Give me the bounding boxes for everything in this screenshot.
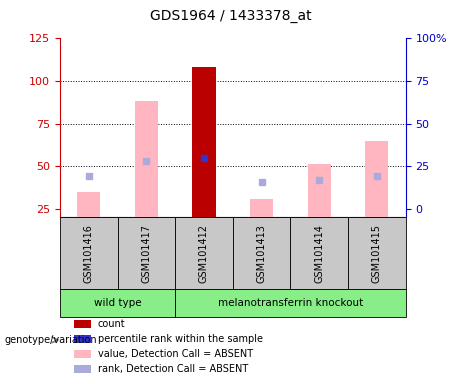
- Bar: [175, 289, 406, 317]
- Bar: [74, 320, 91, 328]
- Bar: [365, 141, 388, 217]
- Bar: [77, 192, 100, 217]
- Text: wild type: wild type: [94, 298, 142, 308]
- Bar: [60, 217, 118, 289]
- Bar: [74, 365, 91, 373]
- Bar: [250, 199, 273, 217]
- Text: value, Detection Call = ABSENT: value, Detection Call = ABSENT: [98, 349, 253, 359]
- Text: genotype/variation: genotype/variation: [5, 335, 97, 345]
- Bar: [308, 164, 331, 217]
- Text: GSM101414: GSM101414: [314, 223, 324, 283]
- Bar: [290, 217, 348, 289]
- Text: GSM101412: GSM101412: [199, 223, 209, 283]
- Text: GSM101413: GSM101413: [257, 223, 266, 283]
- Bar: [135, 101, 158, 217]
- Text: percentile rank within the sample: percentile rank within the sample: [98, 334, 263, 344]
- Bar: [233, 217, 290, 289]
- Text: melanotransferrin knockout: melanotransferrin knockout: [218, 298, 363, 308]
- Text: rank, Detection Call = ABSENT: rank, Detection Call = ABSENT: [98, 364, 248, 374]
- Text: count: count: [98, 319, 125, 329]
- Text: GSM101416: GSM101416: [84, 223, 94, 283]
- Text: GDS1964 / 1433378_at: GDS1964 / 1433378_at: [150, 9, 311, 23]
- Bar: [193, 67, 216, 217]
- Text: GSM101415: GSM101415: [372, 223, 382, 283]
- Bar: [60, 289, 175, 317]
- Bar: [74, 350, 91, 358]
- Bar: [175, 217, 233, 289]
- Bar: [74, 335, 91, 343]
- Bar: [118, 217, 175, 289]
- Bar: [348, 217, 406, 289]
- Text: GSM101417: GSM101417: [142, 223, 151, 283]
